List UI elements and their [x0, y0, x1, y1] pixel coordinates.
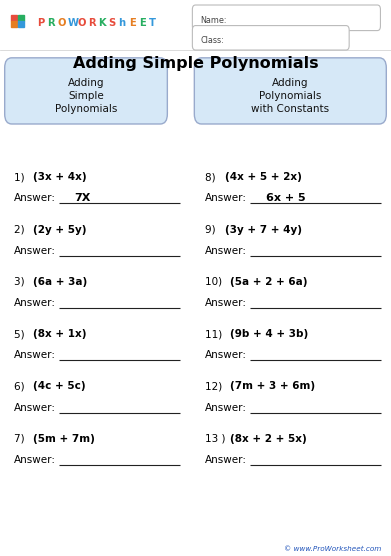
Bar [11, 15, 17, 21]
Bar [11, 21, 17, 27]
Text: Answer:: Answer: [14, 403, 56, 413]
Text: h: h [118, 18, 126, 28]
Text: © www.ProWorksheet.com: © www.ProWorksheet.com [284, 545, 381, 552]
Text: 5): 5) [14, 329, 27, 339]
Text: 6x + 5: 6x + 5 [266, 193, 305, 203]
Text: Answer:: Answer: [205, 403, 247, 413]
Text: P: P [37, 18, 45, 28]
Text: 10): 10) [205, 277, 226, 287]
Text: 12): 12) [205, 381, 226, 391]
Bar [18, 15, 24, 21]
Text: 1): 1) [14, 172, 27, 182]
FancyBboxPatch shape [192, 5, 380, 31]
Bar [18, 21, 24, 27]
Text: (8x + 1x): (8x + 1x) [33, 329, 87, 339]
Text: 7X: 7X [74, 193, 91, 203]
Text: O: O [78, 18, 86, 28]
Text: (5a + 2 + 6a): (5a + 2 + 6a) [230, 277, 307, 287]
Text: T: T [149, 18, 156, 28]
Text: 8): 8) [205, 172, 219, 182]
Text: O: O [57, 18, 66, 28]
Text: Answer:: Answer: [14, 193, 56, 203]
Text: 9): 9) [205, 225, 219, 235]
Text: (7m + 3 + 6m): (7m + 3 + 6m) [230, 381, 315, 391]
Text: Answer:: Answer: [205, 246, 247, 256]
Text: (4x + 5 + 2x): (4x + 5 + 2x) [225, 172, 302, 182]
Text: (4c + 5c): (4c + 5c) [33, 381, 86, 391]
FancyBboxPatch shape [192, 26, 349, 50]
Text: (3x + 4x): (3x + 4x) [33, 172, 87, 182]
Text: Adding
Simple
Polynomials: Adding Simple Polynomials [55, 78, 117, 114]
Text: (2y + 5y): (2y + 5y) [33, 225, 87, 235]
Text: 11): 11) [205, 329, 226, 339]
FancyBboxPatch shape [5, 58, 167, 124]
Text: Answer:: Answer: [14, 455, 56, 465]
Text: 13 ): 13 ) [205, 434, 229, 444]
Text: W: W [68, 18, 79, 28]
Text: 7): 7) [14, 434, 27, 444]
Text: (3y + 7 + 4y): (3y + 7 + 4y) [225, 225, 302, 235]
Text: (8x + 2 + 5x): (8x + 2 + 5x) [230, 434, 307, 444]
Text: R: R [47, 18, 55, 28]
Text: Name:: Name: [200, 16, 227, 24]
Text: Answer:: Answer: [14, 298, 56, 308]
Text: 6): 6) [14, 381, 27, 391]
Text: (6a + 3a): (6a + 3a) [33, 277, 88, 287]
Text: Answer:: Answer: [205, 298, 247, 308]
Text: Answer:: Answer: [205, 455, 247, 465]
Text: K: K [98, 18, 106, 28]
Text: Adding
Polynomials
with Constants: Adding Polynomials with Constants [251, 78, 329, 114]
Text: S: S [108, 18, 116, 28]
Text: 3): 3) [14, 277, 27, 287]
Text: Adding Simple Polynomials: Adding Simple Polynomials [73, 56, 318, 71]
Text: 2): 2) [14, 225, 27, 235]
Text: R: R [88, 18, 96, 28]
Text: Answer:: Answer: [205, 193, 247, 203]
Text: Answer:: Answer: [14, 246, 56, 256]
FancyBboxPatch shape [194, 58, 386, 124]
Text: (9b + 4 + 3b): (9b + 4 + 3b) [230, 329, 308, 339]
Text: Answer:: Answer: [14, 350, 56, 360]
Text: Answer:: Answer: [205, 350, 247, 360]
Text: Class:: Class: [200, 36, 224, 44]
Text: E: E [139, 18, 145, 28]
Text: (5m + 7m): (5m + 7m) [33, 434, 95, 444]
Text: E: E [129, 18, 135, 28]
